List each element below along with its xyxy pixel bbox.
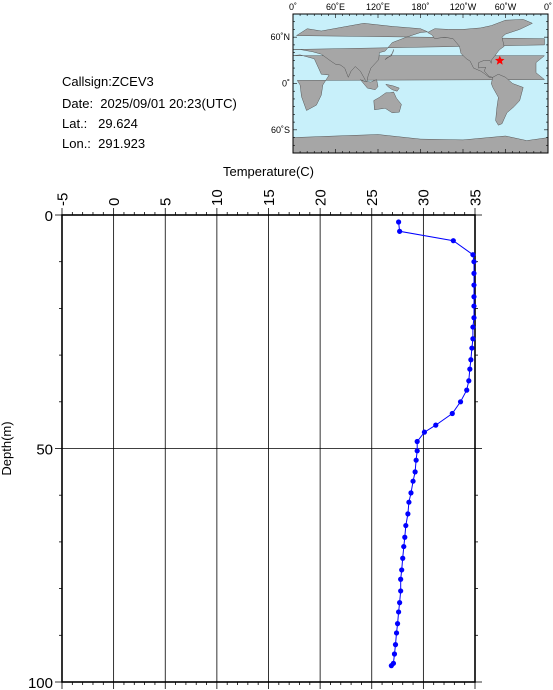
x-tick-label: -5 bbox=[54, 193, 71, 206]
profile-point bbox=[408, 490, 414, 496]
profile-point bbox=[471, 303, 477, 309]
profile-point bbox=[467, 366, 473, 372]
profile-point bbox=[410, 478, 416, 484]
profile-point bbox=[466, 378, 472, 384]
profile-point bbox=[413, 457, 419, 463]
longitude-label: Lon.: 291.923 bbox=[62, 136, 146, 151]
y-tick-label: 50 bbox=[36, 442, 53, 459]
profile-point bbox=[414, 448, 420, 454]
profile-point bbox=[470, 252, 476, 258]
profile-point bbox=[450, 238, 456, 244]
landmass-7 bbox=[491, 73, 524, 126]
profile-point bbox=[449, 410, 455, 417]
profile-point bbox=[405, 511, 411, 517]
profile-point bbox=[469, 345, 475, 351]
map-lon-label: 0˚ bbox=[544, 2, 552, 12]
landmass-3 bbox=[360, 79, 379, 90]
profile-point bbox=[414, 438, 420, 445]
x-tick-label: 25 bbox=[364, 189, 381, 206]
profile-point bbox=[406, 499, 412, 505]
map-lon-label: 60˚W bbox=[495, 2, 517, 12]
x-tick-label: 10 bbox=[209, 189, 226, 206]
map-lat-label: 60˚N bbox=[270, 32, 290, 42]
x-tick-label: 5 bbox=[158, 198, 175, 206]
profile-point bbox=[471, 270, 477, 276]
profile-point bbox=[457, 399, 464, 405]
map-lon-label: 0˚ bbox=[289, 2, 297, 12]
profile-point bbox=[392, 642, 399, 648]
date-label: Date: 2025/09/01 20:23(UTC) bbox=[62, 96, 237, 111]
x-tick-label: 0 bbox=[106, 198, 123, 206]
callsign-label: Callsign:ZCEV3 bbox=[62, 74, 154, 89]
landmass-6 bbox=[427, 19, 534, 78]
profile-point bbox=[421, 429, 428, 435]
profile-point bbox=[403, 522, 409, 529]
profile-point bbox=[398, 588, 404, 594]
profile-point bbox=[397, 228, 403, 234]
y-tick-label: 0 bbox=[45, 208, 53, 225]
profile-point bbox=[393, 630, 400, 636]
map-lon-label: 60˚E bbox=[326, 2, 345, 12]
landmass-2 bbox=[373, 91, 402, 114]
profile-point bbox=[397, 600, 403, 606]
y-tick-label: 100 bbox=[28, 675, 53, 690]
landmass-4 bbox=[385, 83, 400, 92]
x-tick-label: 20 bbox=[312, 189, 329, 206]
profile-point bbox=[433, 422, 439, 428]
y-axis-title: Depth(m) bbox=[0, 421, 14, 475]
profile-point bbox=[471, 259, 477, 265]
profile-point bbox=[399, 567, 405, 573]
profile-point bbox=[395, 609, 402, 615]
x-tick-label: 35 bbox=[467, 189, 484, 206]
world-map: 0˚ 60˚E 120˚E 180˚ 120˚W 60˚W 0˚ 60˚N 0˚ 60˚S bbox=[270, 2, 552, 154]
landmass-5 bbox=[384, 49, 394, 60]
profile-point bbox=[395, 219, 402, 225]
profile-point bbox=[471, 315, 477, 321]
map-lat-label: 60˚S bbox=[271, 125, 290, 135]
profile-point bbox=[412, 469, 418, 475]
profile-point bbox=[401, 543, 407, 550]
map-lon-label: 120˚E bbox=[366, 2, 390, 12]
profile-line bbox=[391, 221, 475, 667]
profile-point bbox=[470, 336, 476, 342]
x-axis-title: Temperature(C) bbox=[223, 164, 314, 179]
profile-point bbox=[402, 534, 408, 540]
map-lon-label: 120˚W bbox=[450, 2, 477, 12]
latitude-label: Lat.: 29.624 bbox=[62, 116, 138, 131]
profile-point bbox=[400, 555, 406, 561]
map-lat-label: 0˚ bbox=[282, 79, 290, 89]
x-tick-label: 30 bbox=[416, 189, 433, 206]
x-tick-label: 15 bbox=[261, 189, 278, 206]
station-marker-icon bbox=[495, 55, 505, 65]
profile-point bbox=[388, 663, 394, 669]
profile-point bbox=[398, 576, 404, 582]
profile-point bbox=[394, 621, 401, 627]
profile-point bbox=[471, 282, 477, 288]
map-lon-label: 180˚ bbox=[411, 2, 429, 12]
profile-point bbox=[470, 324, 476, 330]
profile-point bbox=[391, 651, 398, 657]
profile-point bbox=[471, 294, 477, 300]
profile-point bbox=[468, 357, 474, 363]
profile-point bbox=[464, 387, 470, 393]
